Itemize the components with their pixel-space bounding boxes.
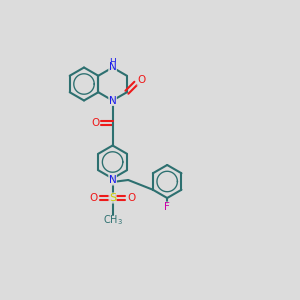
Text: S: S bbox=[109, 193, 116, 203]
Text: CH$_3$: CH$_3$ bbox=[103, 213, 123, 227]
Text: N: N bbox=[109, 95, 116, 106]
Text: O: O bbox=[127, 193, 135, 203]
Text: F: F bbox=[164, 202, 170, 212]
Text: O: O bbox=[91, 118, 99, 128]
Text: H: H bbox=[109, 58, 116, 67]
Text: O: O bbox=[90, 193, 98, 203]
Text: N: N bbox=[109, 62, 116, 73]
Text: N: N bbox=[109, 175, 116, 185]
Text: O: O bbox=[137, 75, 146, 85]
